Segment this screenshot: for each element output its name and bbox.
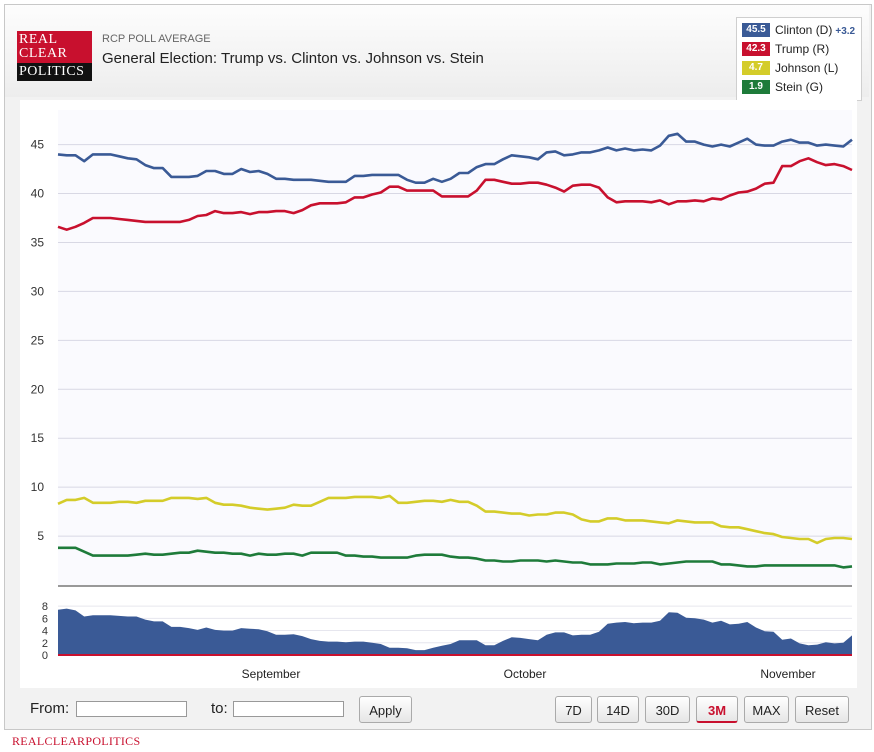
range-30d-button[interactable]: 30D (645, 696, 690, 723)
legend-label: Clinton (D) (775, 23, 833, 37)
series-line-trump (57, 156, 853, 231)
range-14d-button[interactable]: 14D (597, 696, 639, 723)
range-3m-button[interactable]: 3M (696, 696, 738, 723)
poll-chart-area[interactable]: 5 10 15 20 25 30 35 40 45 0 2 4 6 8 September October No… (20, 100, 857, 688)
y-tick-label: 45 (31, 138, 45, 152)
legend-value-badge: 42.3 (742, 42, 770, 56)
y-tick-label: 25 (31, 333, 45, 347)
plot-background (58, 110, 852, 585)
legend-item-johnson[interactable]: 4.7 Johnson (L) (742, 60, 860, 76)
x-tick-label-october: October (504, 667, 547, 681)
y-tick-label: 35 (31, 235, 45, 249)
legend-item-trump[interactable]: 42.3 Trump (R) (742, 41, 860, 57)
legend-label: Johnson (L) (775, 61, 839, 75)
logo-line-clear: CLEAR (19, 46, 68, 61)
footer-brand[interactable]: REALCLEARPOLITICS (12, 734, 141, 748)
spread-y-tick-label: 6 (42, 613, 48, 625)
y-tick-label: 15 (31, 431, 45, 445)
spread-y-tick-label: 2 (42, 638, 48, 650)
series-line-clinton (57, 132, 853, 184)
spread-y-tick-label: 8 (42, 601, 48, 613)
range-max-button[interactable]: MAX (744, 696, 789, 723)
rcp-logo[interactable]: REAL CLEAR POLITICS (17, 31, 92, 81)
legend-label: Trump (R) (775, 42, 830, 56)
spread-area (58, 608, 852, 655)
to-label: to: (211, 700, 228, 717)
y-tick-label: 20 (31, 382, 45, 396)
range-controls: From: to: Apply 7D 14D 30D 3M MAX Reset (20, 692, 857, 726)
chart-title: General Election: Trump vs. Clinton vs. … (102, 50, 484, 67)
x-tick-label-november: November (760, 667, 815, 681)
logo-line-real: REAL (19, 32, 58, 47)
legend-item-clinton[interactable]: 45.5 Clinton (D) +3.2 (742, 22, 860, 38)
from-date-input[interactable] (76, 701, 187, 717)
x-tick-label-september: September (242, 667, 301, 681)
spread-y-tick-label: 0 (42, 650, 48, 662)
legend: 45.5 Clinton (D) +3.2 42.3 Trump (R) 4.7 … (736, 17, 862, 101)
legend-value-badge: 4.7 (742, 61, 770, 75)
y-tick-label: 40 (31, 187, 45, 201)
y-tick-label: 10 (31, 480, 45, 494)
from-label: From: (30, 700, 70, 717)
chart-kicker: RCP POLL AVERAGE (102, 33, 211, 45)
series-line-stein (58, 546, 853, 569)
reset-button[interactable]: Reset (795, 696, 849, 723)
y-tick-label: 30 (31, 284, 45, 298)
legend-item-stein[interactable]: 1.9 Stein (G) (742, 79, 860, 95)
legend-spread: +3.2 (835, 26, 856, 37)
spread-y-tick-label: 4 (42, 626, 48, 638)
range-7d-button[interactable]: 7D (555, 696, 592, 723)
legend-label: Stein (G) (775, 80, 824, 94)
to-date-input[interactable] (233, 701, 344, 717)
legend-value-badge: 45.5 (742, 23, 770, 37)
legend-value-badge: 1.9 (742, 80, 770, 94)
series-line-johnson (57, 494, 853, 545)
y-tick-label: 5 (37, 529, 44, 543)
logo-line-politics: POLITICS (17, 63, 92, 81)
apply-button[interactable]: Apply (359, 696, 412, 723)
chart-header: REAL CLEAR POLITICS RCP POLL AVERAGE Gen… (5, 5, 869, 101)
